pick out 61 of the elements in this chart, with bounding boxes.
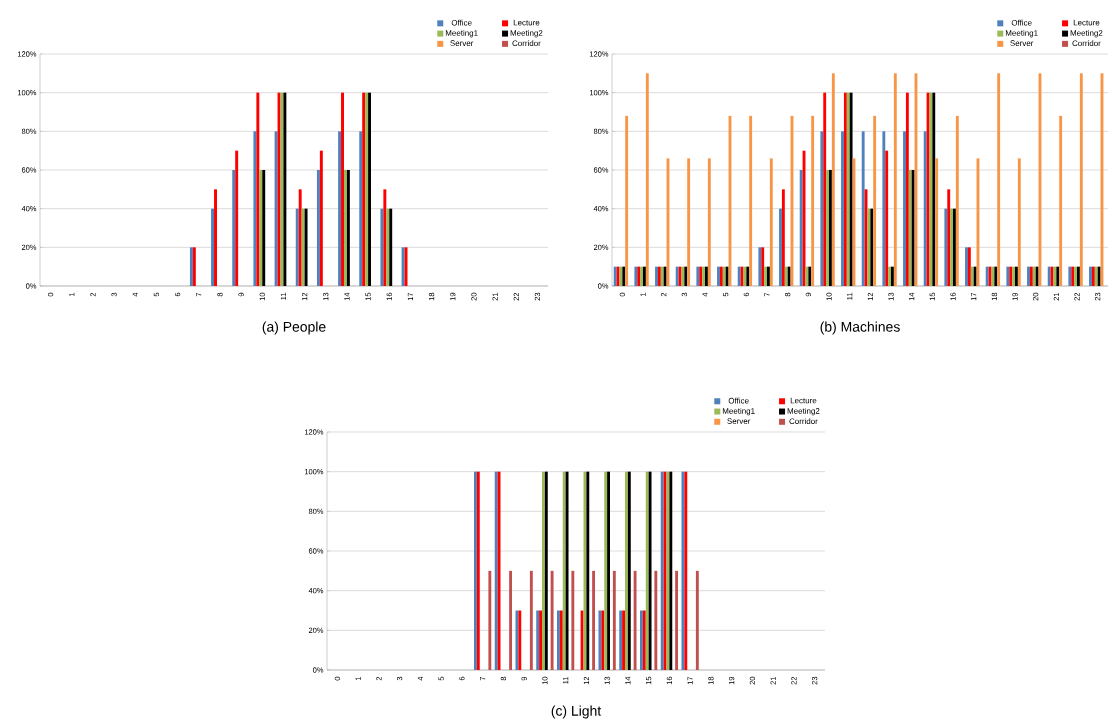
bar [893,73,897,286]
bar [232,169,236,286]
bar [885,150,889,286]
text: (c) Light [551,705,602,719]
bar [571,570,575,670]
bar [675,570,679,670]
bar [882,131,886,286]
bar [295,208,299,286]
bar [944,208,948,286]
bar [823,92,827,286]
bar [997,73,1001,286]
bar [550,570,554,670]
bar [298,189,302,286]
bar [707,158,711,286]
bar [316,169,320,286]
text: (b) Machines [820,321,900,335]
bar [781,189,785,286]
bar [935,158,939,286]
bar [695,570,699,670]
bar [811,115,815,286]
bar [509,570,513,670]
bar [831,73,835,286]
bar [529,570,533,670]
bar [903,131,906,286]
bar [338,131,342,286]
bar [488,570,492,670]
bar [211,208,215,286]
bar [820,131,824,286]
bar [1017,158,1021,286]
bar [749,115,753,286]
bar [235,150,239,286]
bar [341,92,344,286]
bar [645,73,649,286]
bar [274,131,278,286]
bar [383,189,387,286]
bar [633,570,637,670]
bar [955,115,959,286]
bar [592,570,596,670]
bar [580,610,584,670]
bar [923,131,927,286]
bar [359,131,363,286]
bar [319,150,323,286]
bar [1079,73,1083,286]
bar [612,570,616,670]
bar [625,115,629,286]
bar [873,115,877,286]
bar [799,169,803,286]
bar [687,158,691,286]
bar [380,208,384,286]
bar [841,131,844,286]
bar [1059,115,1063,286]
bar [214,189,217,286]
bar [654,570,658,670]
bar [779,208,782,286]
bar [947,189,951,286]
bar [256,92,260,286]
bar [861,131,865,286]
bar [905,92,909,286]
bar [769,158,773,286]
bar [253,131,257,286]
text: (a) People [262,321,326,335]
